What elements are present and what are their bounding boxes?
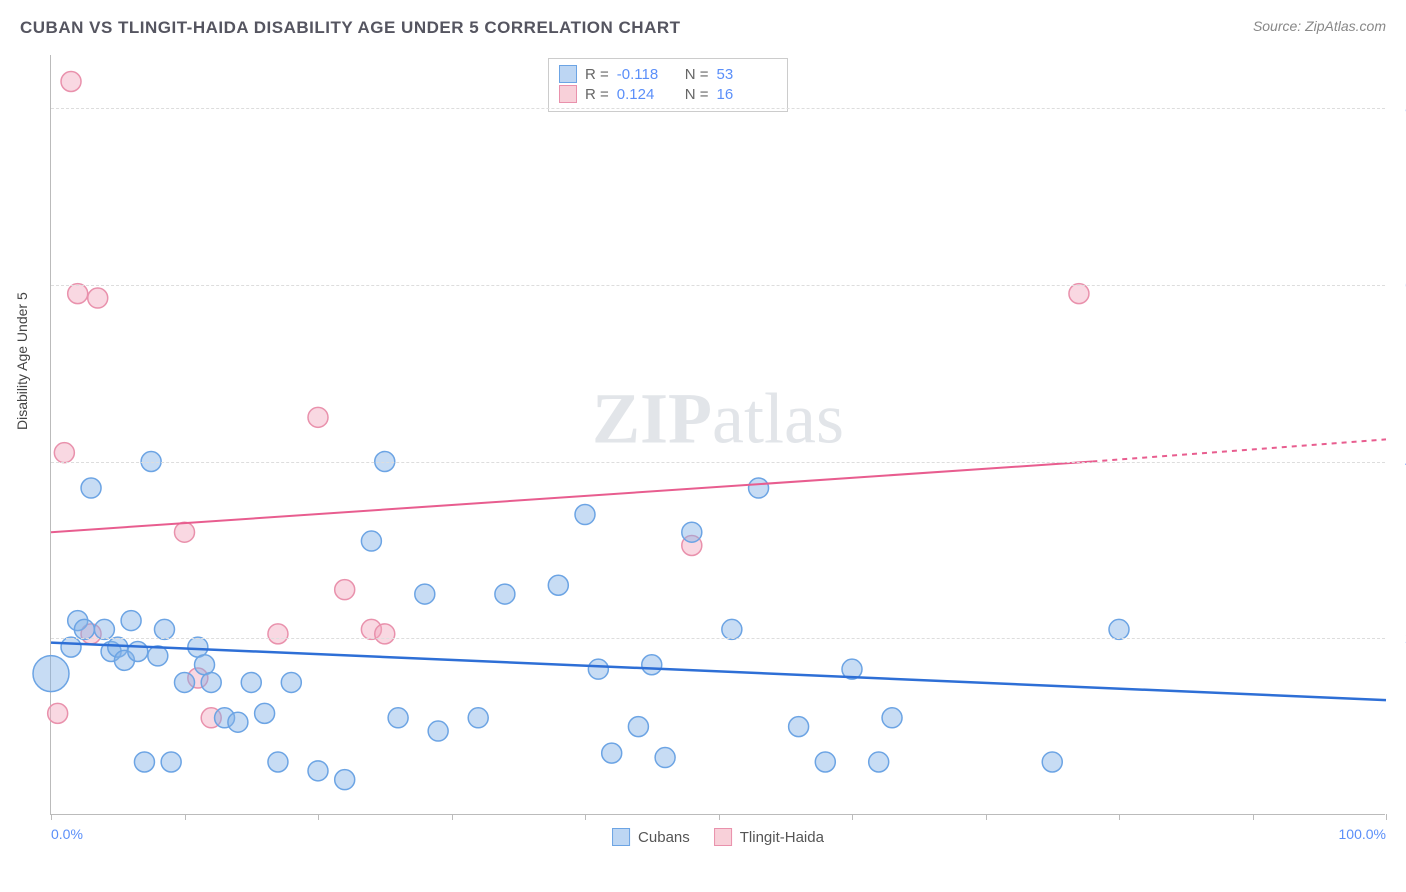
x-tick [585,814,586,820]
legend-label: Tlingit-Haida [740,829,824,846]
tlingit-point [48,703,68,723]
legend-bottom: Cubans Tlingit-Haida [612,828,824,846]
cubans-point [548,575,568,595]
cubans-point [602,743,622,763]
swatch-icon [714,828,732,846]
cubans-point [628,717,648,737]
cubans-point [495,584,515,604]
cubans-point [361,531,381,551]
cubans-point [228,712,248,732]
cubans-point [61,637,81,657]
cubans-point [335,770,355,790]
chart-title: CUBAN VS TLINGIT-HAIDA DISABILITY AGE UN… [20,18,1386,38]
tlingit-point [268,624,288,644]
cubans-point [255,703,275,723]
cubans-point [388,708,408,728]
x-tick [1386,814,1387,820]
x-tick [452,814,453,820]
cubans-point [281,672,301,692]
cubans-point [722,619,742,639]
cubans-point [869,752,889,772]
scatter-svg [51,55,1385,814]
x-tick [318,814,319,820]
cubans-point [154,619,174,639]
tlingit-point [308,407,328,427]
tlingit-point [375,624,395,644]
tlingit-point [61,72,81,92]
swatch-icon [612,828,630,846]
cubans-point [575,505,595,525]
cubans-point [682,522,702,542]
source-label: Source: ZipAtlas.com [1253,18,1386,34]
x-tick [51,814,52,820]
x-tick [1253,814,1254,820]
cubans-point [1109,619,1129,639]
legend-item-tlingit: Tlingit-Haida [714,828,824,846]
x-tick [986,814,987,820]
x-tick [852,814,853,820]
cubans-point [33,656,69,692]
cubans-point [201,672,221,692]
cubans-point [789,717,809,737]
cubans-point [161,752,181,772]
cubans-point [468,708,488,728]
cubans-point [749,478,769,498]
cubans-point [128,642,148,662]
gridline [51,285,1385,286]
gridline [51,638,1385,639]
tlingit-point [54,443,74,463]
x-tick [1119,814,1120,820]
cubans-point [655,748,675,768]
x-tick [719,814,720,820]
x-tick-label: 0.0% [51,826,83,842]
cubans-point [148,646,168,666]
cubans-point [94,619,114,639]
legend-label: Cubans [638,829,690,846]
cubans-point [428,721,448,741]
y-axis-label: Disability Age Under 5 [14,292,30,430]
cubans-point [121,611,141,631]
tlingit-trendline-extrapolated [1092,439,1386,461]
cubans-point [308,761,328,781]
cubans-point [268,752,288,772]
cubans-point [415,584,435,604]
tlingit-point [175,522,195,542]
legend-item-cubans: Cubans [612,828,690,846]
tlingit-point [335,580,355,600]
cubans-point [241,672,261,692]
cubans-point [882,708,902,728]
plot-area: ZIPatlas R = -0.118 N = 53 R = 0.124 N =… [50,55,1385,815]
cubans-point [74,619,94,639]
tlingit-point [68,284,88,304]
cubans-point [642,655,662,675]
cubans-point [1042,752,1062,772]
tlingit-point [1069,284,1089,304]
x-tick-label: 100.0% [1339,826,1386,842]
tlingit-point [88,288,108,308]
x-tick [185,814,186,820]
cubans-point [175,672,195,692]
tlingit-trendline [51,462,1092,533]
cubans-point [81,478,101,498]
gridline [51,462,1385,463]
cubans-point [815,752,835,772]
gridline [51,108,1385,109]
cubans-point [134,752,154,772]
cubans-point [588,659,608,679]
